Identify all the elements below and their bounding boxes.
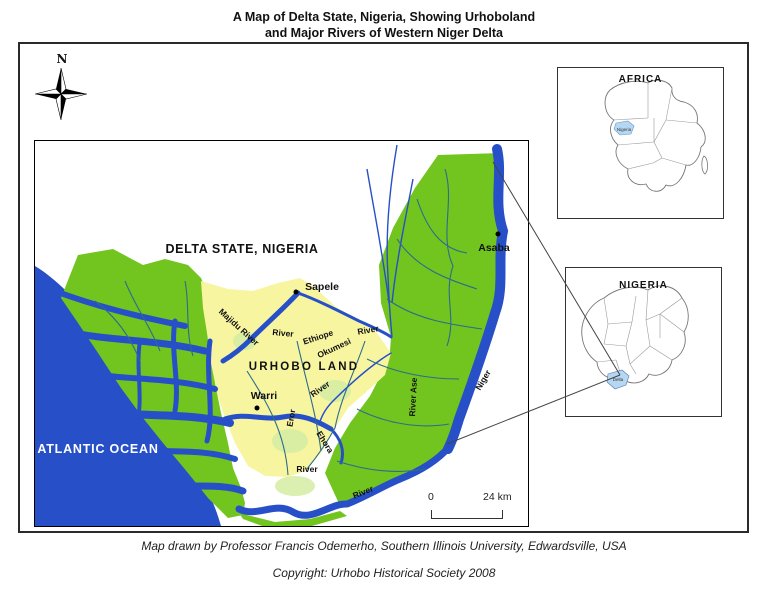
sapele-town-dot: [293, 289, 299, 295]
delta-creeks: [52, 288, 247, 495]
nigeria-highlight-label: Nigeria: [617, 127, 632, 132]
urhobo-land-region: [201, 278, 391, 477]
map-title-line2: and Major Rivers of Western Niger Delta: [264, 26, 504, 41]
town-label-sapele: Sapele: [305, 281, 339, 293]
ethiope-headwaters: [366, 144, 414, 338]
attribution-caption: Map drawn by Professor Francis Odemerho,…: [141, 539, 627, 553]
asaba-town-dot: [495, 231, 501, 237]
pale-green-patch: [272, 429, 308, 453]
inset-nigeria-title: NIGERIA: [619, 280, 668, 291]
scale-start-label: 0: [428, 491, 434, 503]
africa-country-borders: [613, 83, 698, 170]
inset-africa: AFRICA Nigeria: [557, 67, 724, 219]
state-label: DELTA STATE, NIGERIA: [165, 242, 319, 256]
forcados-river-coast: [235, 443, 453, 519]
pale-green-patch: [319, 380, 351, 402]
main-map: DELTA STATE, NIGERIA URHOBO LAND ATLANTI…: [34, 140, 529, 527]
town-label-asaba: Asaba: [478, 242, 510, 254]
compass-north-label: N: [56, 52, 68, 66]
compass-rose-icon: [35, 68, 87, 120]
okumesi-river: [318, 352, 392, 426]
scale-bar: [431, 510, 503, 519]
coastal-green-strip: [239, 511, 347, 526]
town-label-warri: Warri: [250, 390, 278, 402]
africa-outline: [604, 79, 706, 192]
urhobo-land-label: URHOBO LAND: [248, 361, 360, 373]
inset-nigeria: NIGERIA Delta: [565, 267, 722, 417]
minor-streams: [94, 168, 483, 476]
majidu-river: [220, 290, 301, 364]
nigeria-highlight: [613, 120, 635, 136]
map-frame: N: [18, 42, 749, 533]
river-label-ase: River Ase: [406, 377, 420, 417]
pale-green-patch: [275, 476, 315, 496]
atlantic-ocean-label: ATLANTIC OCEAN: [37, 442, 159, 456]
delta-state-highlight-label: Delta: [613, 377, 624, 382]
warri-town-dot: [254, 405, 260, 411]
scale-end-label: 24 km: [483, 491, 512, 503]
copyright-caption: Copyright: Urhobo Historical Society 200…: [272, 566, 496, 580]
river-label: River: [296, 464, 318, 474]
map-title: A Map of Delta State, Nigeria, Showing U…: [0, 9, 768, 42]
ethiope-river: [296, 291, 393, 339]
madagascar-outline: [701, 155, 708, 175]
africa-map: Nigeria: [604, 79, 708, 192]
river-label: River: [271, 327, 295, 339]
main-map-geography: [35, 144, 509, 526]
inset-africa-title: AFRICA: [618, 74, 663, 85]
eastern-delta-landmass: [325, 153, 503, 508]
nigeria-outline: [581, 285, 689, 384]
map-title-line1: A Map of Delta State, Nigeria, Showing U…: [232, 10, 536, 24]
warri-river: [222, 413, 334, 432]
